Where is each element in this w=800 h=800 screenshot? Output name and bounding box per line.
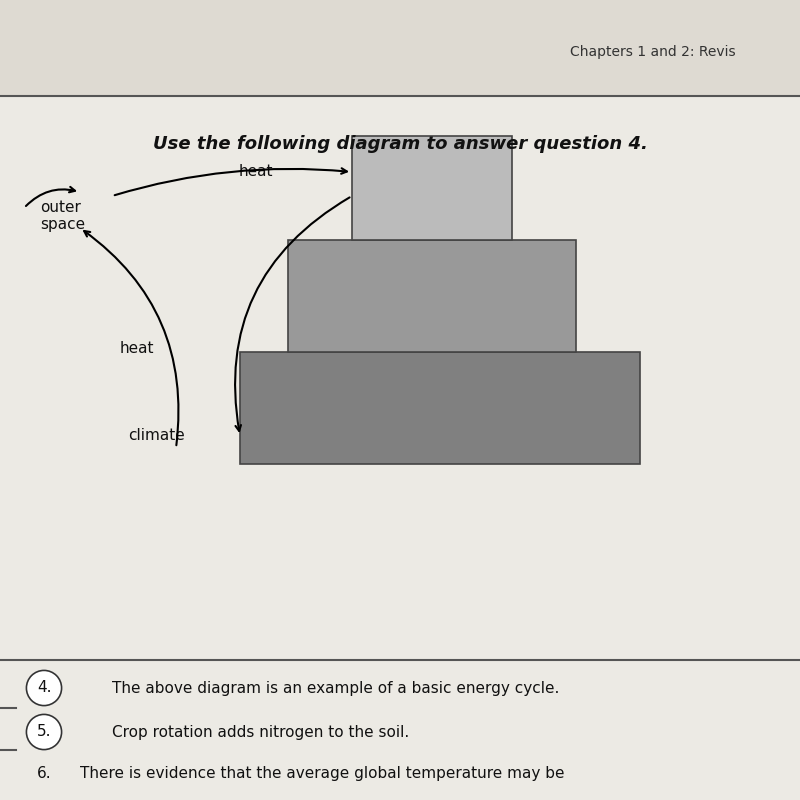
Text: There is evidence that the average global temperature may be: There is evidence that the average globa… [80, 766, 565, 781]
Text: The above diagram is an example of a basic energy cycle.: The above diagram is an example of a bas… [112, 681, 559, 695]
Text: 5.: 5. [37, 725, 51, 739]
Text: Use the following diagram to answer question 4.: Use the following diagram to answer ques… [153, 135, 647, 153]
Text: Crop rotation adds nitrogen to the soil.: Crop rotation adds nitrogen to the soil. [112, 725, 410, 739]
FancyBboxPatch shape [288, 240, 576, 352]
Text: heat: heat [238, 165, 274, 179]
Text: Chapters 1 and 2: Revis: Chapters 1 and 2: Revis [570, 45, 736, 59]
FancyBboxPatch shape [0, 0, 800, 96]
Text: 4.: 4. [37, 681, 51, 695]
Text: climate: climate [128, 429, 185, 443]
Text: outer
space: outer space [40, 200, 85, 232]
FancyBboxPatch shape [352, 136, 512, 240]
FancyBboxPatch shape [0, 80, 800, 800]
Circle shape [26, 670, 62, 706]
Circle shape [26, 714, 62, 750]
FancyBboxPatch shape [240, 352, 640, 464]
Text: heat: heat [120, 341, 154, 355]
Text: 6.: 6. [37, 766, 51, 781]
